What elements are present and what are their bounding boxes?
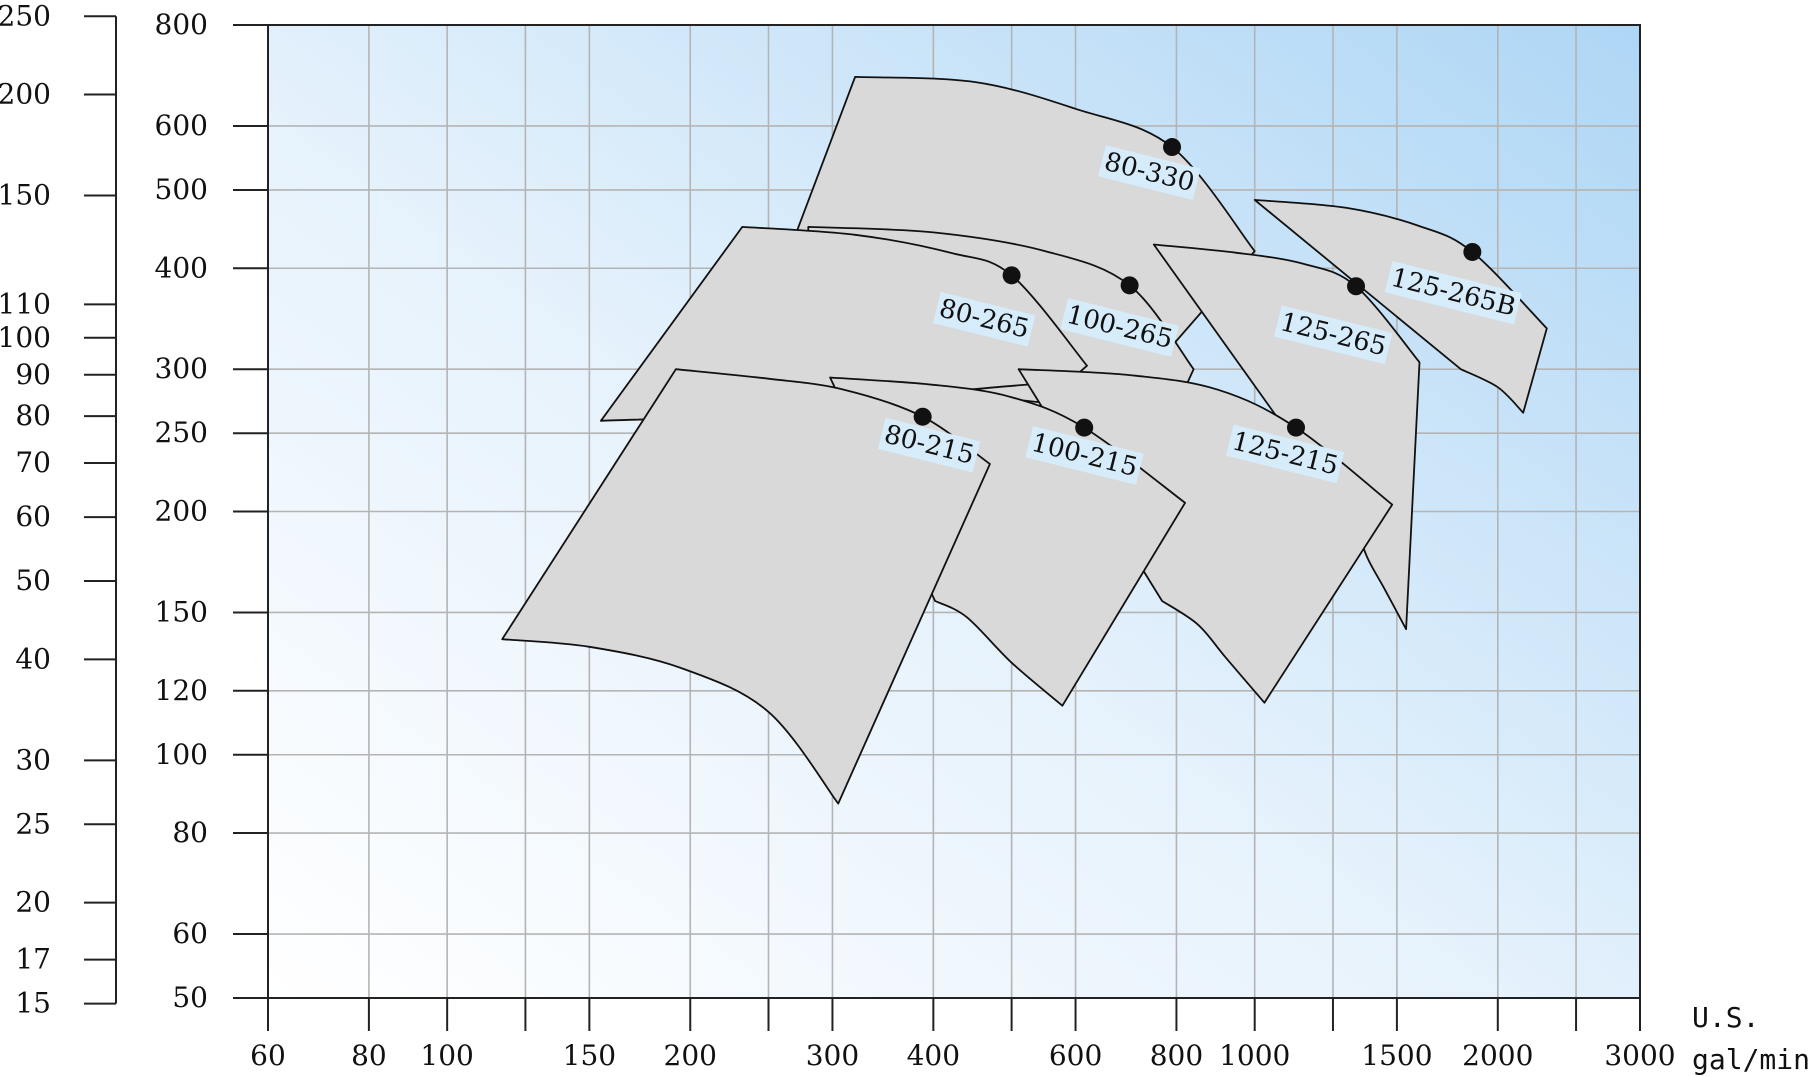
x-tick-label: 600 bbox=[1049, 1039, 1102, 1072]
y2-tick-label: 100 bbox=[0, 321, 51, 354]
y-tick-label: 100 bbox=[155, 738, 208, 771]
y2-tick-label: 90 bbox=[15, 358, 51, 391]
y2-tick-label: 80 bbox=[15, 399, 51, 432]
x-tick-label: 2000 bbox=[1462, 1039, 1533, 1072]
bep-point-80-215 bbox=[913, 407, 932, 426]
y-tick-label: 300 bbox=[155, 352, 208, 385]
x-tick-label: 60 bbox=[250, 1039, 286, 1072]
y-tick-label: 600 bbox=[155, 109, 208, 142]
y-tick-label: 120 bbox=[155, 674, 208, 707]
series-label-background bbox=[1060, 298, 1179, 357]
series-label-background bbox=[877, 417, 981, 473]
y2-tick-label: 150 bbox=[0, 179, 51, 212]
x-tick-label: 150 bbox=[563, 1039, 616, 1072]
series-label-background bbox=[1384, 261, 1522, 325]
y2-tick-label: 15 bbox=[15, 987, 51, 1020]
x-tick-label: 300 bbox=[806, 1039, 859, 1072]
x-unit-label: gal/min bbox=[1692, 1043, 1810, 1076]
x-tick-label: 1000 bbox=[1219, 1039, 1290, 1072]
y2-tick-label: 200 bbox=[0, 78, 51, 111]
x-tick-label: 100 bbox=[420, 1039, 473, 1072]
series-label-background bbox=[932, 291, 1036, 347]
x-tick-label: 200 bbox=[664, 1039, 717, 1072]
y-tick-label: 60 bbox=[172, 917, 208, 950]
y2-tick-label: 25 bbox=[15, 807, 51, 840]
x-unit-label: U.S. bbox=[1692, 1001, 1759, 1034]
y2-tick-label: 50 bbox=[15, 564, 51, 597]
bep-point-80-265 bbox=[1002, 266, 1021, 285]
bep-point-100-265 bbox=[1120, 276, 1139, 295]
y-tick-label: 800 bbox=[155, 8, 208, 41]
y-tick-label: 200 bbox=[155, 495, 208, 528]
y2-tick-label: 110 bbox=[0, 287, 51, 320]
y-tick-label: 80 bbox=[172, 816, 208, 849]
y-tick-label: 400 bbox=[155, 251, 208, 284]
x-tick-label: 3000 bbox=[1604, 1039, 1675, 1072]
y2-tick-label: 60 bbox=[15, 500, 51, 533]
bep-point-125-265 bbox=[1347, 277, 1366, 296]
bep-point-125-265B bbox=[1463, 242, 1482, 261]
series-region-80-215 bbox=[501, 368, 991, 805]
y-tick-label: 250 bbox=[155, 416, 208, 449]
x-tick-label: 80 bbox=[351, 1039, 387, 1072]
series-label-background bbox=[1025, 426, 1144, 485]
y-tick-label: 50 bbox=[172, 981, 208, 1014]
y2-tick-label: 20 bbox=[15, 886, 51, 919]
bep-point-80-330 bbox=[1163, 138, 1182, 157]
y2-tick-label: 30 bbox=[15, 743, 51, 776]
y2-tick-label: 17 bbox=[15, 943, 51, 976]
y2-tick-label: 40 bbox=[15, 642, 51, 675]
series-label-background bbox=[1274, 305, 1393, 365]
y2-tick-label: 250 bbox=[0, 0, 51, 32]
y2-tick-label: 70 bbox=[15, 446, 51, 479]
bep-point-100-215 bbox=[1075, 418, 1094, 437]
y-tick-label: 500 bbox=[155, 173, 208, 206]
bep-point-125-215 bbox=[1287, 418, 1306, 437]
y-tick-label: 150 bbox=[155, 595, 208, 628]
series-label-background bbox=[1225, 424, 1345, 484]
x-tick-label: 800 bbox=[1150, 1039, 1203, 1072]
x-tick-label: 1500 bbox=[1361, 1039, 1432, 1072]
x-tick-label: 400 bbox=[907, 1039, 960, 1072]
series-label-background bbox=[1098, 145, 1201, 200]
